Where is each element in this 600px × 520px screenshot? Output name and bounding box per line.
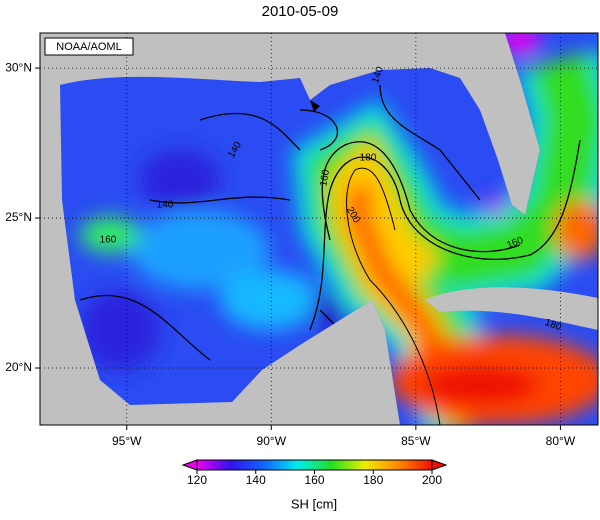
y-tick-label: 20°N <box>5 360 32 374</box>
colorbar-tick-label: 140 <box>246 473 266 487</box>
colorbar-tick-label: 160 <box>304 473 324 487</box>
cuba <box>425 287 598 330</box>
title: 2010-05-09 <box>262 3 339 20</box>
x-tick-label: 85°W <box>401 434 431 448</box>
colorbar-label: SH [cm] <box>291 496 337 511</box>
credit-box <box>44 37 134 56</box>
colorbar-tick-label: 120 <box>187 473 207 487</box>
y-tick-label: 30°N <box>5 60 32 74</box>
x-tick-label: 80°W <box>546 434 576 448</box>
contour-label: 160 <box>318 168 332 187</box>
contour-label: 160 <box>100 235 117 246</box>
contour-label: 140 <box>157 200 174 211</box>
colorbar-high-arrow <box>431 459 448 471</box>
map-frame <box>39 32 599 426</box>
colorbar-low-arrow <box>181 459 198 471</box>
colorbar-tick-label: 200 <box>422 473 442 487</box>
colorbar-tick-label: 180 <box>363 473 383 487</box>
contour-label: 180 <box>360 153 377 164</box>
marker <box>310 100 320 112</box>
x-tick-label: 95°W <box>112 434 142 448</box>
x-tick-label: 90°W <box>257 434 287 448</box>
credit: NOAA/AOML <box>56 41 121 53</box>
y-tick-label: 25°N <box>5 210 32 224</box>
colorbar <box>196 459 433 471</box>
